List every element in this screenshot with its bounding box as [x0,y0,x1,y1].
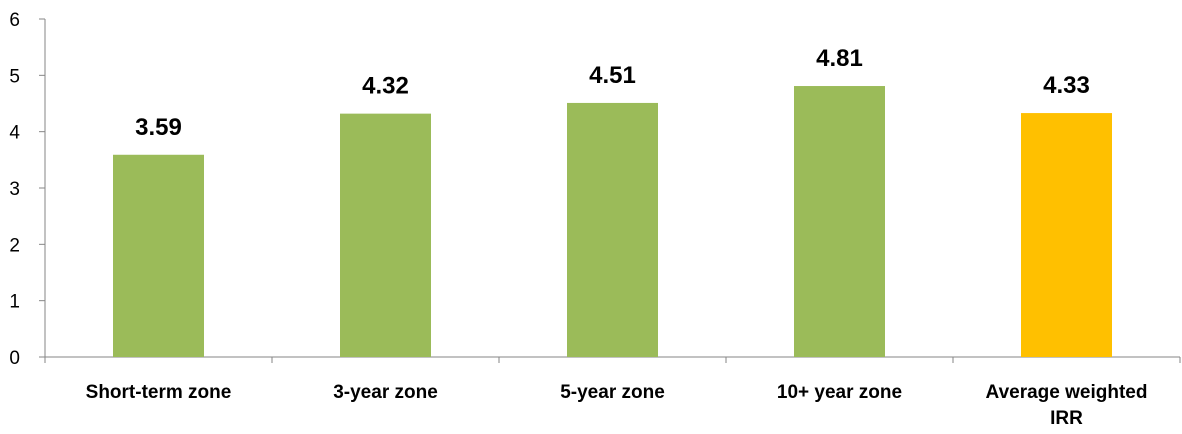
data-label: 3.59 [135,114,182,141]
labels: 3.59 Short-term zone 4.32 3-year zone 4.51 5-… [86,45,1148,429]
bar [567,102,658,357]
y-tick-label: 1 [9,292,20,313]
x-tick-label-line: Short-term zone [86,382,232,403]
x-tick-label: 5-year zone [560,382,665,403]
data-label: 4.32 [362,73,409,100]
data-label: 4.33 [1043,72,1090,99]
y-tick-label: 6 [9,10,20,31]
x-tick-label: 10+ year zone [777,382,902,403]
data-label: 4.81 [816,45,863,72]
axes: 0 1 2 3 4 5 6 [9,10,1181,369]
x-tick-label-line: Average weighted [986,382,1148,403]
bars [113,86,1112,358]
y-tick-label: 0 [9,348,20,369]
x-tick-label-line: 10+ year zone [777,382,902,403]
x-tick-label: 3-year zone [333,382,438,403]
x-tick-label-line: IRR [1050,408,1083,429]
y-tick-label: 3 [9,179,20,200]
data-label: 4.51 [589,62,636,89]
y-tick-label: 2 [9,235,20,256]
bar [113,154,204,357]
x-tick-label-line: 5-year zone [560,382,665,403]
x-tick-label: Short-term zone [86,382,232,403]
x-tick-label-line: 3-year zone [333,382,438,403]
x-tick-label: Average weighted IRR [986,382,1148,429]
bar [340,113,431,357]
bar [794,86,885,357]
y-tick-label: 4 [9,123,20,144]
bar [1021,113,1112,358]
y-tick-label: 5 [9,66,20,87]
